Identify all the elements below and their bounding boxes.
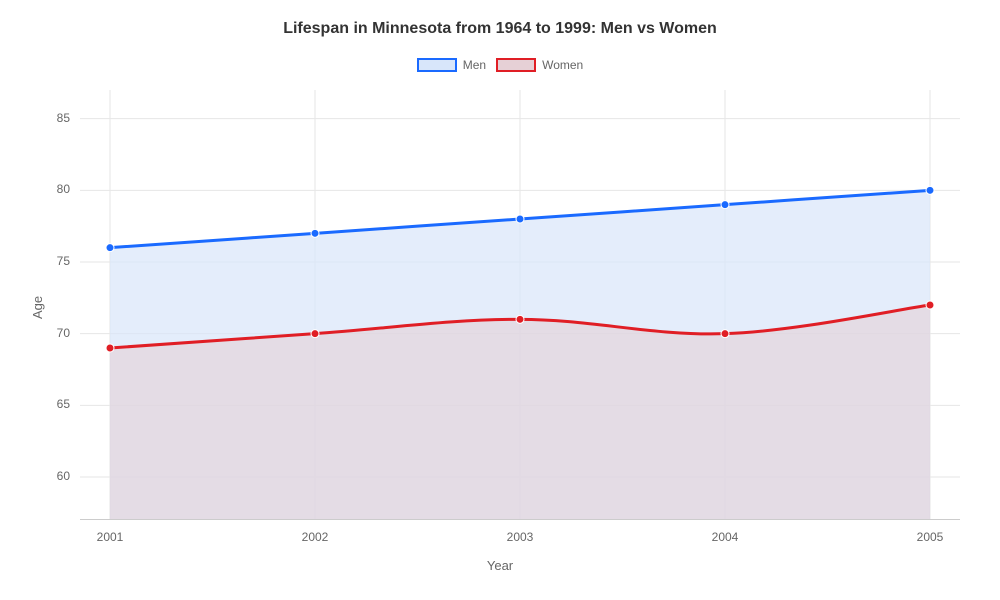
- y-tick-label: 60: [57, 469, 70, 483]
- plot-area: [80, 90, 960, 520]
- legend-item-women[interactable]: Women: [496, 58, 583, 72]
- legend: Men Women: [0, 58, 1000, 72]
- x-tick-label: 2002: [295, 530, 335, 544]
- y-axis-title: Age: [30, 296, 45, 319]
- legend-label-men: Men: [463, 58, 486, 72]
- legend-swatch-women: [496, 58, 536, 72]
- y-tick-label: 70: [57, 326, 70, 340]
- y-tick-label: 65: [57, 397, 70, 411]
- x-axis-title: Year: [0, 558, 1000, 573]
- chart-title: Lifespan in Minnesota from 1964 to 1999:…: [0, 20, 1000, 38]
- y-tick-label: 80: [57, 182, 70, 196]
- x-tick-label: 2003: [500, 530, 540, 544]
- chart-container: Lifespan in Minnesota from 1964 to 1999:…: [0, 0, 1000, 600]
- legend-item-men[interactable]: Men: [417, 58, 486, 72]
- x-tick-label: 2001: [90, 530, 130, 544]
- legend-swatch-men: [417, 58, 457, 72]
- x-tick-label: 2004: [705, 530, 745, 544]
- x-tick-label: 2005: [910, 530, 950, 544]
- legend-label-women: Women: [542, 58, 583, 72]
- y-tick-label: 85: [57, 111, 70, 125]
- y-tick-label: 75: [57, 254, 70, 268]
